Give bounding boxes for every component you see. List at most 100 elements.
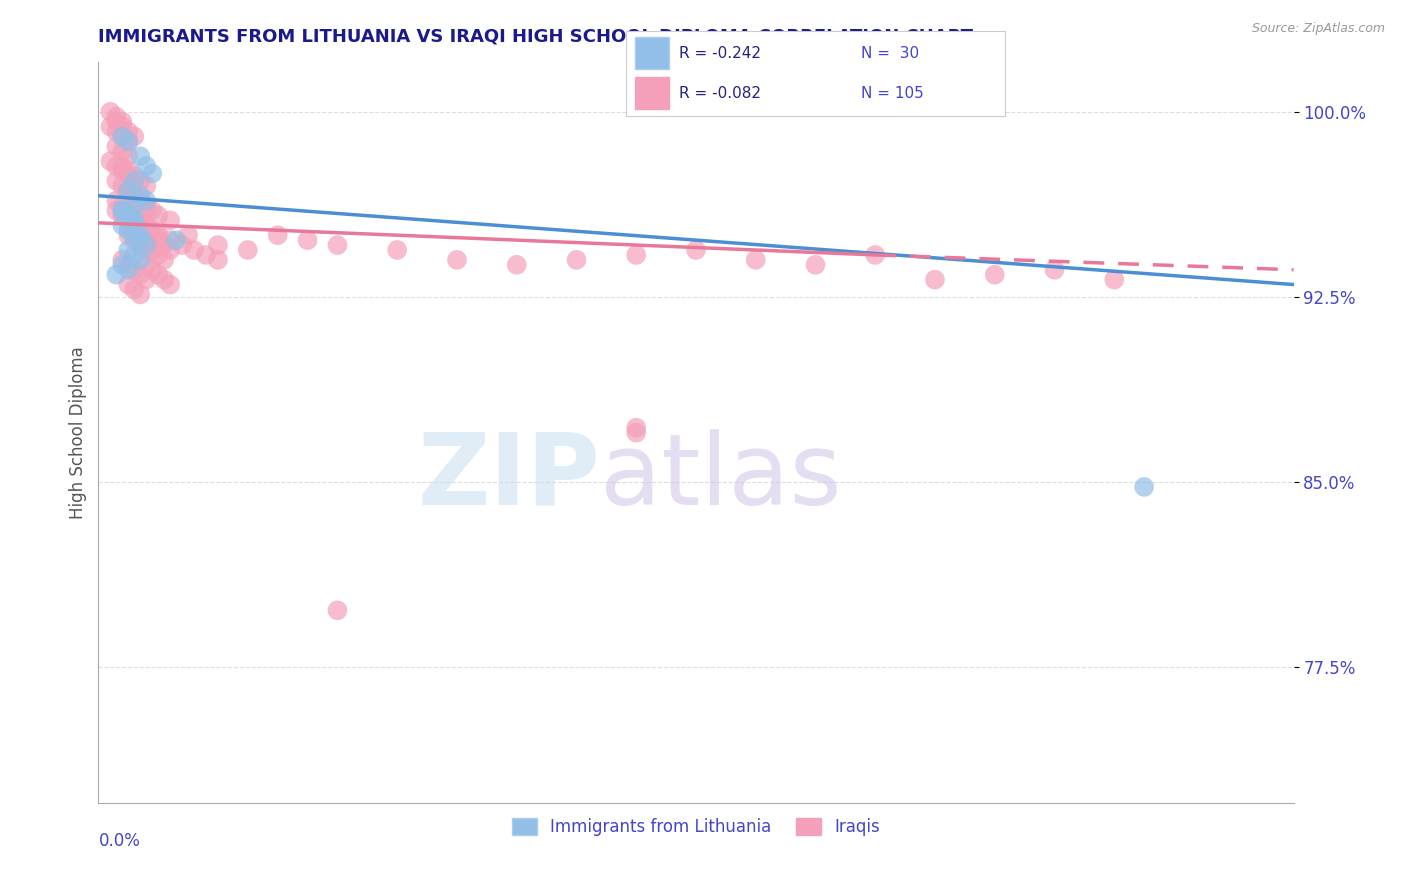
Point [111,164,134,178]
Point [153,238,176,252]
Point [129,223,152,237]
Point [105,114,128,128]
Point [141,167,163,181]
Point [111,159,134,173]
Point [135,258,157,272]
Point [124,188,146,202]
Point [1133,480,1156,494]
Point [117,228,139,243]
Point [135,203,157,218]
Point [984,268,1007,282]
Point [153,252,176,267]
Point [183,243,205,257]
Point [1104,272,1126,286]
Point [124,209,146,223]
Point [326,238,349,252]
Point [111,145,134,159]
FancyBboxPatch shape [636,77,669,109]
Point [111,120,134,134]
Point [159,243,181,257]
Point [385,243,409,257]
Point [117,149,139,163]
Point [117,223,139,237]
Point [98,104,122,119]
Point [446,252,468,267]
Point [124,262,146,277]
Point [207,238,229,252]
Point [159,233,181,247]
Point [165,233,187,247]
Point [98,154,122,169]
Point [135,178,157,193]
Point [117,135,139,149]
Point [111,203,134,218]
Point [135,223,157,237]
Point [124,213,146,227]
Point [117,209,139,223]
Point [135,243,157,257]
Point [129,194,152,208]
Point [129,188,152,202]
Point [135,238,157,252]
FancyBboxPatch shape [636,37,669,70]
Point [148,228,170,243]
Point [124,129,146,144]
Point [129,287,152,301]
Point [159,213,181,227]
Point [297,233,319,247]
Text: R = -0.242: R = -0.242 [679,45,761,61]
Point [865,248,887,262]
Point [129,233,152,247]
Point [105,203,128,218]
Point [745,252,768,267]
Point [117,243,139,257]
Point [177,228,200,243]
Point [135,238,157,252]
Point [105,194,128,208]
Point [111,178,134,193]
Point [236,243,259,257]
Point [105,159,128,173]
Point [117,184,139,198]
Point [685,243,707,257]
Point [135,272,157,286]
Point [117,169,139,183]
Point [804,258,827,272]
Point [326,603,349,617]
Point [172,238,194,252]
Point [124,174,146,188]
Point [195,248,218,262]
Point [117,184,139,198]
Point [148,209,170,223]
Point [141,262,163,277]
Point [124,228,146,243]
Text: N =  30: N = 30 [860,45,920,61]
Point [111,219,134,233]
Point [111,198,134,212]
Point [207,252,229,267]
Legend: Immigrants from Lithuania, Iraqis: Immigrants from Lithuania, Iraqis [505,811,887,843]
Point [111,129,134,144]
Text: atlas: atlas [600,428,842,525]
Point [117,213,139,227]
Point [129,149,152,163]
Point [111,252,134,267]
Point [111,129,134,144]
Point [148,228,170,243]
Point [129,213,152,227]
Point [148,268,170,282]
Point [124,233,146,247]
Point [124,219,146,233]
Point [124,209,146,223]
Point [105,268,128,282]
Point [124,188,146,202]
Point [124,248,146,262]
Point [111,258,134,272]
Text: Source: ZipAtlas.com: Source: ZipAtlas.com [1251,22,1385,36]
Point [117,209,139,223]
Point [124,169,146,183]
Point [111,209,134,223]
Point [1043,262,1066,277]
Point [124,198,146,212]
Point [129,213,152,227]
